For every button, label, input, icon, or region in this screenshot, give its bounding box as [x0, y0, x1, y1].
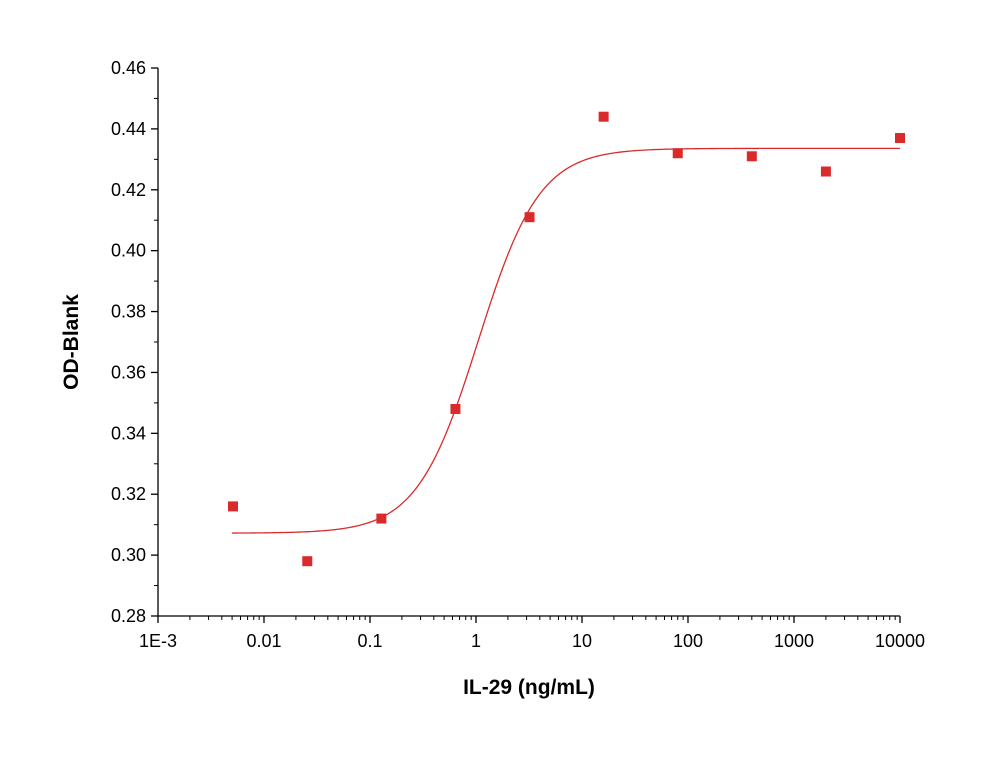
x-tick-label: 1 — [471, 631, 481, 651]
x-axis-title: IL-29 (ng/mL) — [463, 676, 595, 699]
x-tick-label: 10000 — [875, 631, 925, 651]
x-tick-label: 1000 — [774, 631, 814, 651]
y-tick-label: 0.30 — [111, 545, 146, 565]
axes — [157, 68, 900, 617]
y-tick-label: 0.42 — [111, 180, 146, 200]
x-ticks: 1E-3 0.01 0.1 1 10 100 1000 10000 — [139, 616, 925, 651]
y-tick-label: 0.44 — [111, 119, 146, 139]
x-tick-label: 100 — [673, 631, 703, 651]
data-point — [228, 501, 239, 512]
data-points — [228, 111, 905, 567]
data-point — [450, 403, 461, 414]
y-tick-label: 0.40 — [111, 241, 146, 261]
x-tick-label: 0.01 — [246, 631, 281, 651]
data-point — [598, 111, 609, 122]
y-ticks: 0.28 0.30 0.32 0.34 0.36 0.38 0.40 0.42 0.44 0.46 — [111, 58, 158, 626]
x-tick-label: 1E-3 — [139, 631, 177, 651]
data-point — [376, 513, 387, 524]
data-point — [746, 151, 757, 162]
y-axis-title: OD-Blank — [60, 294, 83, 390]
y-tick-label: 0.28 — [111, 606, 146, 626]
data-point — [895, 133, 905, 144]
data-point — [820, 166, 831, 177]
y-tick-label: 0.38 — [111, 302, 146, 322]
fit-curve — [232, 147, 900, 534]
y-tick-label: 0.36 — [111, 362, 146, 382]
data-point — [672, 148, 683, 159]
x-tick-label: 10 — [572, 631, 592, 651]
y-tick-label: 0.32 — [111, 484, 146, 504]
y-tick-label: 0.34 — [111, 423, 146, 443]
x-tick-label: 0.1 — [357, 631, 382, 651]
y-tick-label: 0.46 — [111, 58, 146, 78]
data-point — [524, 212, 535, 223]
data-point — [302, 556, 313, 567]
